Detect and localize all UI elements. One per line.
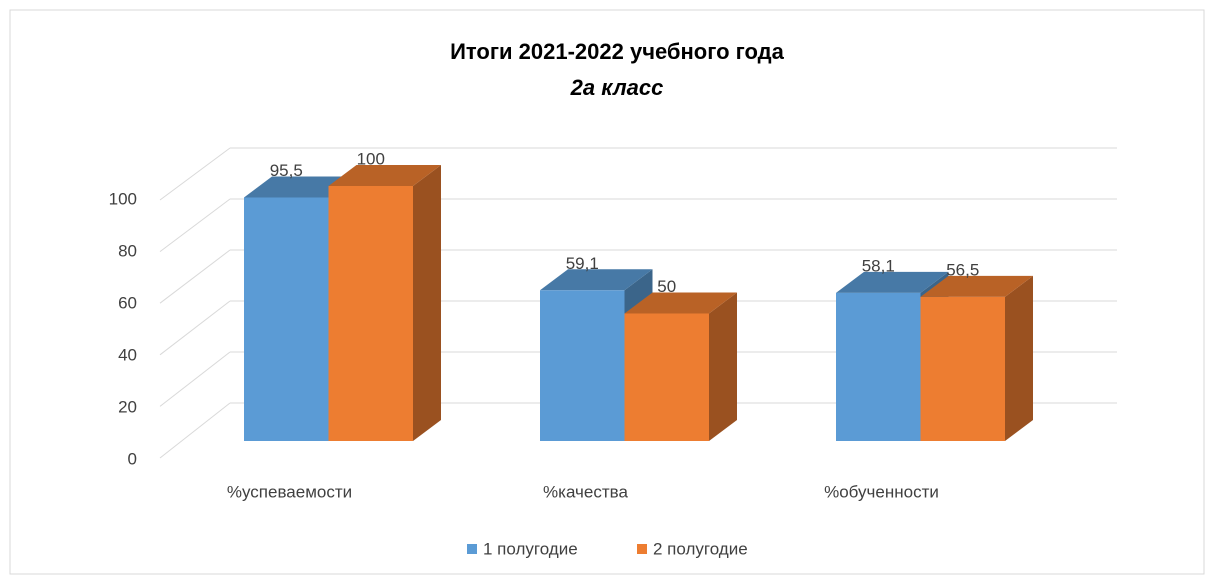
bar: [836, 292, 921, 441]
bar: [624, 313, 709, 441]
data-label: 50: [657, 277, 676, 296]
bar-top: [244, 176, 357, 198]
bar-top: [920, 275, 1033, 297]
legend-swatch: [637, 544, 647, 554]
legend-label: 1 полугодие: [483, 539, 578, 558]
y-tick-label: 40: [118, 345, 137, 364]
grid-line: [159, 147, 231, 201]
data-label: 95,5: [270, 161, 303, 180]
x-tick-label: %обученности: [824, 482, 939, 501]
x-tick-label: %успеваемости: [227, 482, 352, 501]
bar-top: [624, 292, 737, 314]
data-label: 56,5: [946, 260, 979, 279]
bar-side: [413, 165, 441, 441]
y-tick-label: 60: [118, 293, 137, 312]
bar-side: [709, 292, 737, 441]
data-label: 59,1: [566, 254, 599, 273]
bar-side: [1005, 275, 1033, 441]
data-label: 58,1: [862, 256, 895, 275]
grid-line: [159, 249, 231, 304]
bar: [244, 197, 329, 441]
bar: [920, 296, 1005, 441]
y-tick-label: 20: [118, 397, 137, 416]
grid-line: [159, 402, 231, 459]
bar-top: [836, 271, 949, 293]
y-tick-label: 80: [118, 241, 137, 260]
bar: [328, 186, 413, 441]
grid-line: [159, 351, 231, 407]
grid-line: [159, 300, 231, 356]
legend-swatch: [467, 544, 477, 554]
x-tick-label: %качества: [543, 482, 628, 501]
chart-subtitle: 2а класс: [570, 75, 664, 100]
y-tick-label: 100: [109, 189, 137, 208]
data-label: 100: [357, 149, 385, 168]
y-tick-label: 0: [128, 449, 137, 468]
grid-line: [159, 198, 231, 252]
chart-title: Итоги 2021-2022 учебного года: [450, 39, 785, 64]
bar-top: [540, 269, 653, 291]
bar: [540, 290, 625, 441]
bar-top: [328, 165, 441, 186]
legend-label: 2 полугодие: [653, 539, 748, 558]
